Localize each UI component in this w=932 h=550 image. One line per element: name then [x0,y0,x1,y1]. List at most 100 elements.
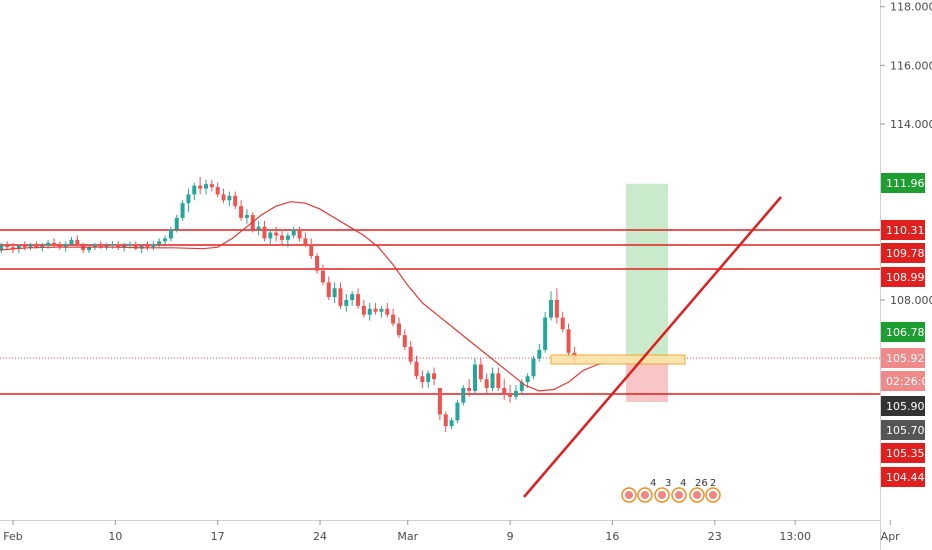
candle-body [69,239,74,245]
candle-body [402,335,407,347]
price-tag-label: 105.907 [886,400,932,413]
candle-body [525,376,530,383]
y-tick-label: 114.000 [890,118,932,131]
candle-body [373,308,378,312]
candle-body [531,358,536,377]
candle-body [81,245,86,251]
candle-body [385,308,390,315]
candle-body [379,308,384,312]
price-tag-bg [881,173,925,193]
candle-body [326,282,331,298]
price-tag-label: 108.995 [886,271,932,284]
candle-body [133,244,138,249]
x-tick-label: Feb [3,530,22,543]
price-tag-bg [881,322,925,342]
candle-body [344,300,349,306]
candle-body [104,245,109,248]
candle-body [280,235,285,240]
candle-body [484,379,489,388]
candle-body [391,314,396,324]
stop-zone [626,361,668,402]
candle-body [46,242,51,246]
event-flag-dot [641,491,649,499]
candle-body [16,245,21,249]
event-flag-dot [625,491,633,499]
horizontal-levels[interactable] [0,229,880,395]
candle-body [227,195,232,201]
candle-body [233,195,238,207]
candle-body [502,387,507,394]
candle-body [87,247,92,251]
price-tag-bg [881,220,925,240]
candle-body [361,305,366,315]
candle-body [198,185,203,189]
candle-body [396,323,401,336]
candle-body [186,194,191,204]
candle-body [40,245,45,248]
candle-body [367,308,372,315]
position-tool[interactable] [626,183,668,402]
candle-body [432,373,437,380]
ma-line [0,201,604,392]
candle-body [566,329,571,353]
candle-body [291,229,296,236]
candle-body [122,245,127,248]
x-tick-label: 17 [211,530,225,543]
price-tag-bg [881,443,925,463]
candle-body [0,245,4,251]
y-axis-ticks: 118.000 116.000 114.000 108.000 [880,1,932,307]
candle-body [98,244,103,248]
candle-body [519,382,524,391]
candle-body [51,242,56,246]
candle-body [478,364,483,380]
candle-body [543,317,548,350]
candle-body [174,217,179,230]
candle-body [443,414,448,427]
event-flag-dot [658,491,666,499]
candle-body [467,387,472,391]
price-tag-bg [881,267,925,287]
support-zone[interactable] [550,354,686,365]
moving-average [0,201,604,392]
candle-body [92,244,97,248]
event-flag-dot [675,491,683,499]
trendline-segment [523,196,782,498]
candle-body [437,387,442,415]
candle-body [309,244,314,257]
event-count-label: 2 [710,478,716,489]
price-tag-label: 104.443 [886,471,932,484]
candle-body [315,256,320,271]
x-tick-label: 10 [108,530,122,543]
candle-body [192,185,197,195]
candle-body [57,245,62,248]
candle-body [5,245,10,248]
candle-body [461,387,466,403]
y-tick-label: 118.000 [890,1,932,14]
x-tick-label: 9 [507,530,514,543]
candle-body [262,226,267,239]
profit-zone [626,183,668,362]
price-tag-bg [881,371,925,391]
x-tick-label: 16 [605,530,619,543]
candle-body [256,226,261,230]
price-tag-bg [881,467,925,487]
candle-body [239,206,244,218]
candle-body [303,238,308,245]
candle-body [157,241,162,245]
candle-body [203,184,208,189]
candle-body [449,420,454,427]
candle-body [455,402,460,421]
candle-body [168,229,173,239]
economic-events[interactable]: 4 3 4 26 2 [621,478,721,503]
candle-body [22,245,27,248]
candle-body [472,364,477,391]
price-tag-label: 111.965 [886,177,932,190]
candle-body [34,244,39,248]
y-tick-label: 108.000 [890,294,932,307]
price-tag-label: 110.318 [886,224,932,237]
price-tag-label: 02:26:06 [886,375,932,388]
candle-body [560,317,565,330]
trendline[interactable] [523,196,782,498]
candle-body [549,300,554,318]
